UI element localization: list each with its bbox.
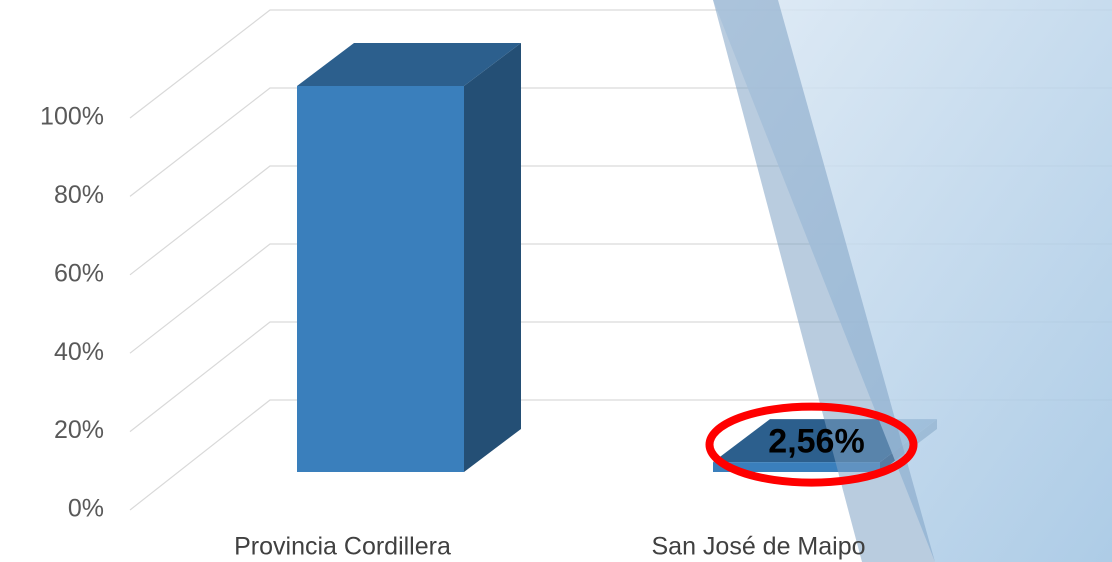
y-tick-label: 40% (54, 338, 104, 366)
x-tick-label: Provincia Cordillera (234, 533, 451, 561)
y-tick-label: 80% (54, 181, 104, 209)
bar (297, 86, 464, 472)
y-tick-label: 100% (40, 103, 104, 131)
x-tick-label: San José de Maipo (651, 533, 865, 561)
labels: 0% 20% 40% 60% 80% 100% Provincia Cordillera 2,… (40, 103, 918, 561)
value-label: 2,56% (768, 423, 864, 461)
bar-top (297, 43, 521, 86)
decor-stripe (713, 0, 935, 562)
bar-side (464, 43, 521, 472)
bar (713, 462, 880, 472)
y-tick-label: 20% (54, 416, 104, 444)
highlight-ellipse (705, 402, 918, 487)
y-tick-label: 0% (68, 495, 104, 523)
y-tick-label: 60% (54, 259, 104, 287)
